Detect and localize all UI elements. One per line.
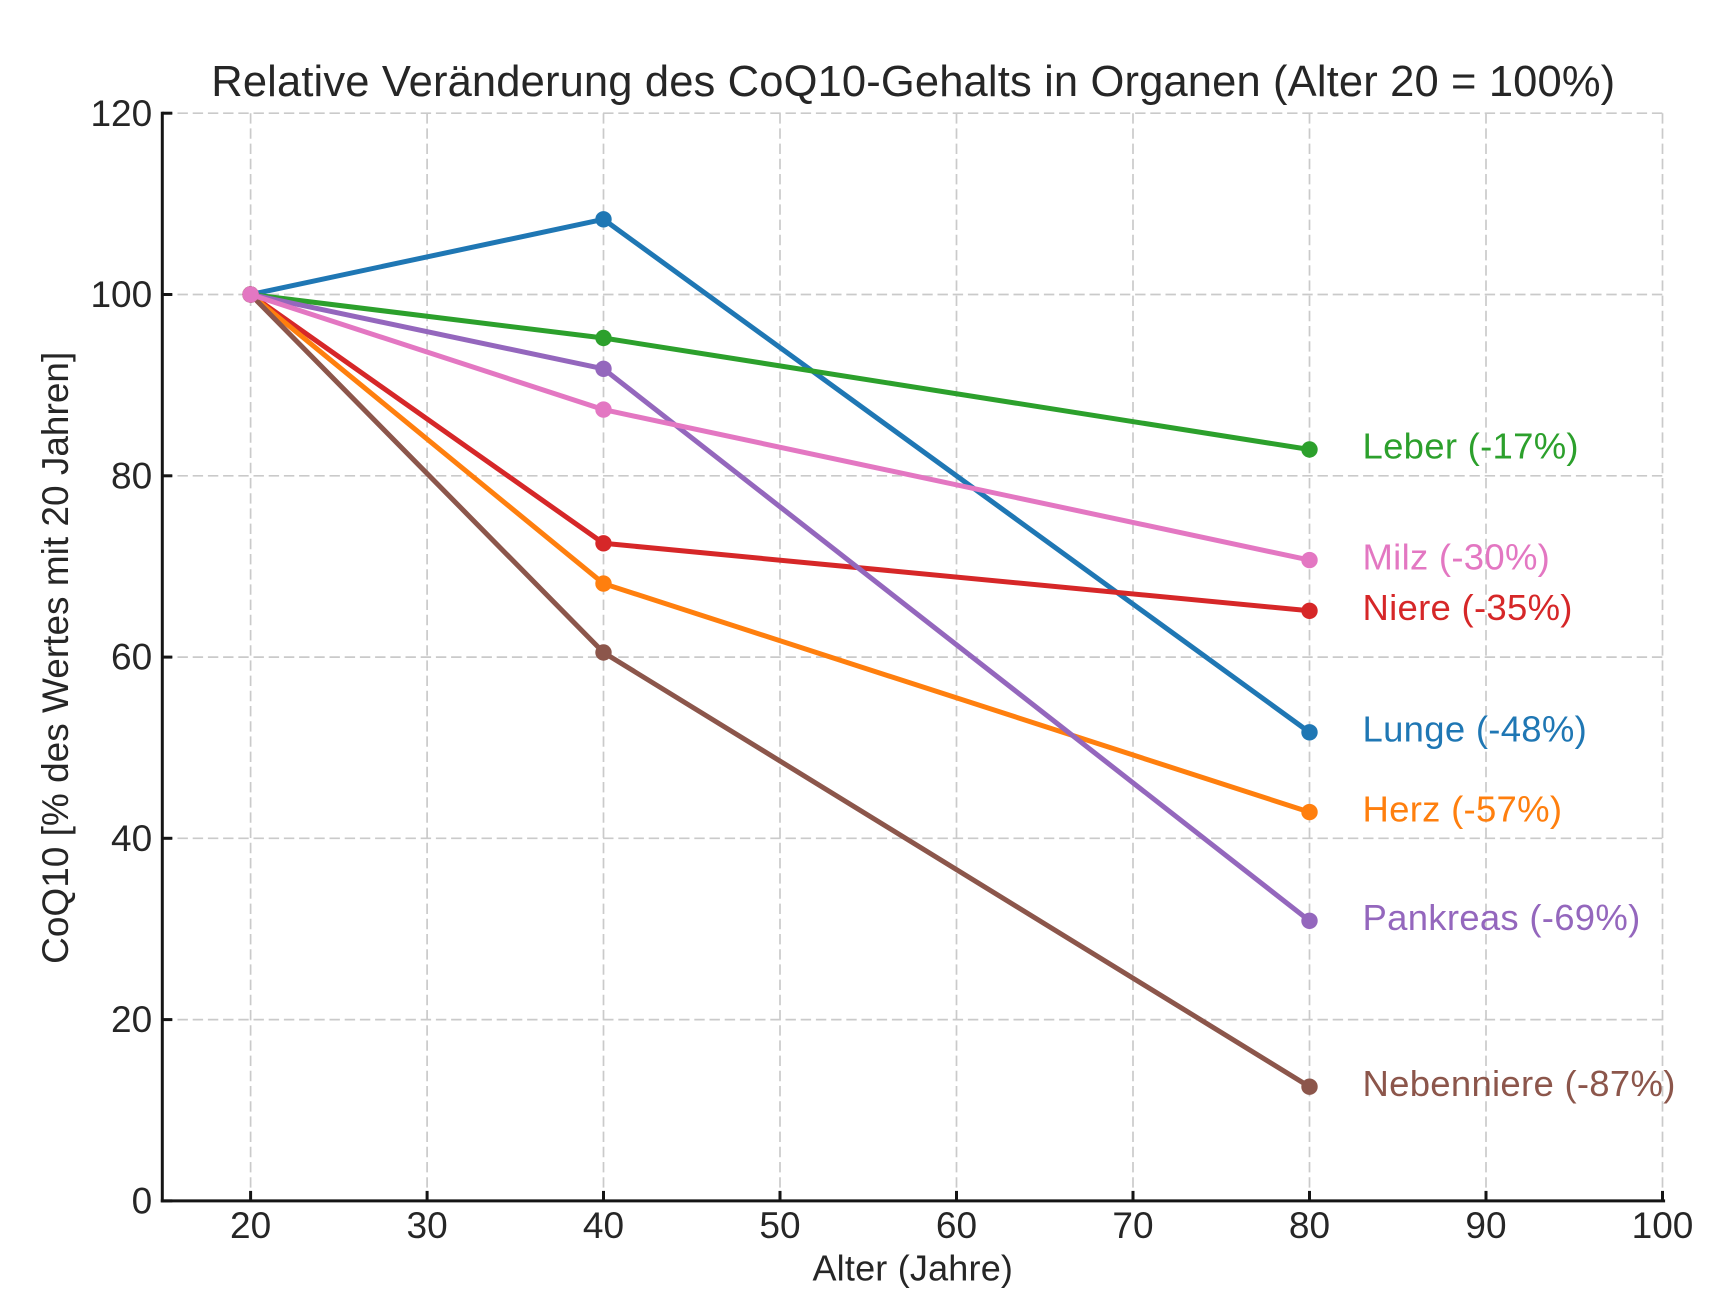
svg-text:Leber (-17%): Leber (-17%)	[1363, 426, 1579, 467]
svg-text:CoQ10 [% des Wertes mit 20 Jah: CoQ10 [% des Wertes mit 20 Jahren]	[35, 352, 76, 964]
svg-text:Herz (-57%): Herz (-57%)	[1363, 788, 1563, 829]
svg-text:Milz (-30%): Milz (-30%)	[1363, 536, 1551, 577]
svg-text:30: 30	[407, 1205, 448, 1246]
svg-text:Pankreas (-69%): Pankreas (-69%)	[1363, 897, 1641, 938]
svg-text:20: 20	[230, 1205, 271, 1246]
svg-text:80: 80	[111, 455, 152, 496]
svg-text:20: 20	[111, 999, 152, 1040]
svg-text:70: 70	[1112, 1205, 1153, 1246]
svg-text:0: 0	[132, 1181, 153, 1222]
svg-text:Relative Veränderung des CoQ10: Relative Veränderung des CoQ10-Gehalts i…	[211, 58, 1615, 106]
svg-text:Nebenniere (-87%): Nebenniere (-87%)	[1363, 1063, 1676, 1104]
svg-text:Niere (-35%): Niere (-35%)	[1363, 587, 1573, 628]
svg-text:Alter (Jahre): Alter (Jahre)	[812, 1248, 1013, 1289]
svg-text:40: 40	[111, 818, 152, 859]
svg-text:60: 60	[111, 637, 152, 678]
svg-text:120: 120	[90, 93, 152, 134]
svg-text:100: 100	[90, 274, 152, 315]
svg-text:50: 50	[759, 1205, 800, 1246]
svg-text:100: 100	[1632, 1205, 1694, 1246]
svg-text:40: 40	[583, 1205, 624, 1246]
svg-text:90: 90	[1465, 1205, 1506, 1246]
svg-text:Lunge (-48%): Lunge (-48%)	[1363, 709, 1588, 750]
svg-text:80: 80	[1289, 1205, 1330, 1246]
svg-text:60: 60	[936, 1205, 977, 1246]
